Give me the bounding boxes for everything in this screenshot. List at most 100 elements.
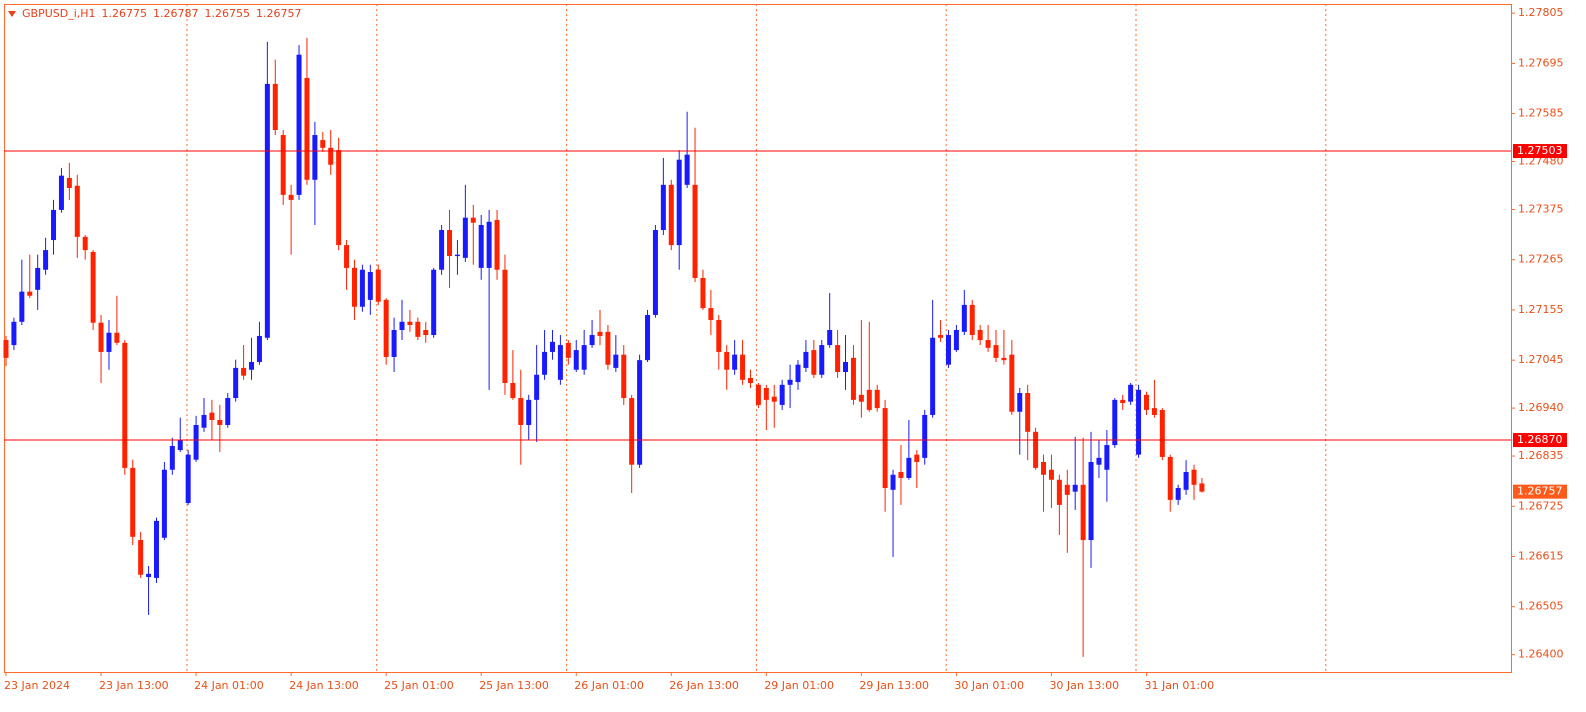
x-tick-label: 23 Jan 13:00 [99,679,169,692]
x-tick-label: 25 Jan 01:00 [384,679,454,692]
candle-body [1009,354,1015,412]
candle-body [1112,399,1118,446]
x-tick-label: 31 Jan 01:00 [1144,679,1214,692]
y-tick-label: 1.26725 [1518,499,1564,512]
last-price-label: 1.26757 [1517,485,1563,498]
candle-body [645,314,651,361]
candle-body [264,83,270,338]
candle-body [19,291,25,322]
candle-body [454,254,460,257]
y-tick-label: 1.27155 [1518,303,1564,316]
candle-body [1183,472,1189,490]
y-tick-label: 1.27805 [1518,6,1564,19]
x-tick-label: 30 Jan 13:00 [1049,679,1119,692]
candle-body [740,354,746,380]
candle-body [573,350,579,370]
candle-body [27,291,33,296]
candle-body [835,345,841,373]
candle-body [906,457,912,478]
candle-body [1048,469,1054,480]
y-tick-label: 1.27585 [1518,107,1564,120]
x-tick-label: 26 Jan 01:00 [574,679,644,692]
candle-body [462,217,468,258]
candle-body [1159,409,1165,457]
header-close: 1.26757 [256,7,302,20]
y-tick-label: 1.26940 [1518,401,1564,414]
candle-body [177,440,183,451]
candle-body [66,177,72,189]
candle-body [1025,393,1031,432]
candle-body [668,184,674,246]
candle-body [763,387,769,400]
candle-body [882,408,888,488]
candle-body [977,330,983,341]
candle-body [241,367,247,376]
candle-body [249,361,255,370]
candle-body [945,335,951,365]
candle-body [1128,384,1134,402]
y-tick-label: 1.26835 [1518,449,1564,462]
candle-body [692,184,698,278]
candle-body [700,277,706,309]
candle-body [502,269,508,383]
candle-body [1143,394,1149,410]
candle-body [280,135,286,195]
candle-body [1041,461,1047,475]
candle-body [866,389,872,410]
plot-frame [4,4,1512,673]
candle-body [415,321,421,337]
candle-body [256,335,262,362]
candle-body [660,184,666,231]
candle-body [82,236,88,251]
candle-body [35,267,41,290]
candle-body [779,384,785,405]
candle-body [581,345,587,370]
candle-body [953,330,959,351]
candle-body [874,389,880,409]
level-label-box [1513,144,1567,159]
level-label: 1.26870 [1517,433,1563,446]
candle-body [1167,456,1173,500]
candle-body [518,398,524,425]
candle-body [367,272,373,300]
candle-body [1080,484,1086,541]
candle-body [486,221,492,268]
candle-body [1175,487,1181,500]
candle-body [534,374,540,400]
x-tick-label: 29 Jan 01:00 [764,679,834,692]
candle-body [51,209,57,241]
candle-body [1136,389,1142,455]
candle-body [43,250,49,270]
candle-body [351,267,357,307]
x-tick-label: 24 Jan 01:00 [194,679,264,692]
y-tick-label: 1.26400 [1518,648,1564,661]
header-open: 1.26775 [101,7,148,20]
level-label-box [1513,433,1567,448]
candle-body [803,351,809,368]
candle-body [58,175,64,210]
candle-body [969,304,975,336]
candle-body [930,337,936,415]
candle-body [549,341,555,352]
candle-body [597,331,603,336]
candle-body [1056,479,1062,505]
candle-body [724,351,730,370]
candle-body [1033,431,1039,468]
y-tick-label: 1.26615 [1518,549,1564,562]
candle-body [747,377,753,383]
x-tick-label: 26 Jan 13:00 [669,679,739,692]
x-tick-label: 29 Jan 13:00 [859,679,929,692]
candle-body [985,340,991,348]
candle-body [225,398,231,425]
candle-body [138,540,144,575]
candle-body [169,445,175,470]
candle-body [787,379,793,385]
candle-body [217,419,223,425]
candle-body [811,350,817,375]
candle-body [1191,469,1197,485]
candle-body [1199,483,1205,492]
candle-body [344,245,350,268]
candle-body [1072,484,1078,492]
candle-body [478,224,484,268]
